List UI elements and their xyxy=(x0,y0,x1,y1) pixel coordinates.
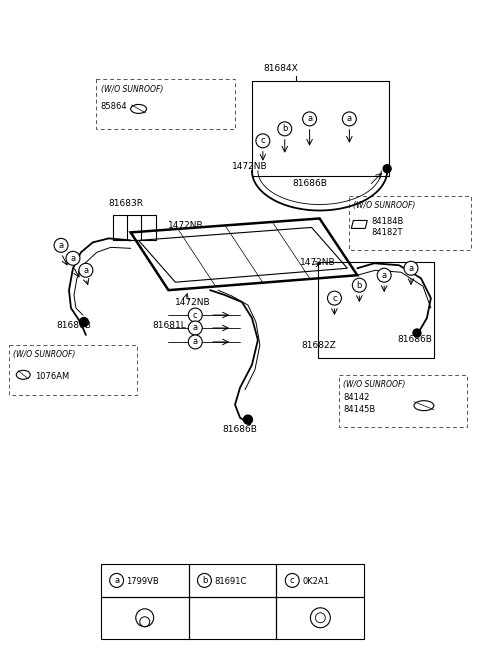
Circle shape xyxy=(188,308,202,322)
Text: 1799VB: 1799VB xyxy=(127,577,159,586)
Text: a: a xyxy=(59,241,64,250)
Bar xyxy=(339,375,467,426)
Text: 84142: 84142 xyxy=(343,393,370,402)
Text: 84182T: 84182T xyxy=(371,229,403,237)
Circle shape xyxy=(413,329,421,337)
Text: (W/O SUNROOF): (W/O SUNROOF) xyxy=(13,350,76,359)
Text: 85864: 85864 xyxy=(101,102,127,111)
Text: 1472NB: 1472NB xyxy=(175,298,211,307)
Text: (W/O SUNROOF): (W/O SUNROOF) xyxy=(343,380,406,389)
Text: b: b xyxy=(357,281,362,290)
Text: 81686B: 81686B xyxy=(56,321,91,330)
Text: 0K2A1: 0K2A1 xyxy=(302,577,329,586)
Text: 84145B: 84145B xyxy=(343,405,376,414)
Text: 81686B: 81686B xyxy=(397,335,432,344)
Bar xyxy=(96,79,235,129)
Text: b: b xyxy=(202,576,207,585)
Text: a: a xyxy=(114,576,119,585)
Text: a: a xyxy=(307,115,312,123)
Bar xyxy=(9,345,137,395)
Text: a: a xyxy=(192,324,198,333)
Circle shape xyxy=(377,269,391,282)
Text: (W/O SUNROOF): (W/O SUNROOF) xyxy=(353,200,416,210)
Text: 1472NB: 1472NB xyxy=(168,221,204,231)
Circle shape xyxy=(342,112,356,126)
Text: a: a xyxy=(192,337,198,346)
Text: a: a xyxy=(382,271,387,280)
Text: 81686B: 81686B xyxy=(293,179,327,187)
Bar xyxy=(101,564,364,639)
Circle shape xyxy=(197,574,211,588)
Circle shape xyxy=(66,252,80,265)
Circle shape xyxy=(79,263,93,277)
Text: 1472NB: 1472NB xyxy=(232,162,268,171)
Circle shape xyxy=(302,112,316,126)
Circle shape xyxy=(188,335,202,349)
Text: (W/O SUNROOF): (W/O SUNROOF) xyxy=(101,85,163,94)
Text: a: a xyxy=(71,253,75,263)
Circle shape xyxy=(278,122,292,136)
Circle shape xyxy=(352,278,366,292)
Text: 81684X: 81684X xyxy=(264,64,299,73)
Text: 1472NB: 1472NB xyxy=(300,258,335,267)
Circle shape xyxy=(79,318,88,326)
Circle shape xyxy=(327,291,341,305)
Text: a: a xyxy=(347,115,352,123)
Circle shape xyxy=(404,261,418,275)
Text: c: c xyxy=(290,576,295,585)
Circle shape xyxy=(54,238,68,252)
Circle shape xyxy=(285,574,299,588)
Text: c: c xyxy=(193,310,198,320)
Text: 1076AM: 1076AM xyxy=(35,372,70,381)
Text: 81682Z: 81682Z xyxy=(301,341,336,350)
Text: a: a xyxy=(408,264,414,272)
Text: 81683R: 81683R xyxy=(109,198,144,208)
Text: b: b xyxy=(282,124,288,134)
Text: c: c xyxy=(332,293,337,303)
Circle shape xyxy=(109,574,123,588)
Text: c: c xyxy=(261,136,265,145)
Circle shape xyxy=(188,321,202,335)
Text: 81681L: 81681L xyxy=(153,321,186,330)
Text: a: a xyxy=(84,266,88,274)
Text: 81691C: 81691C xyxy=(215,577,247,586)
Circle shape xyxy=(243,415,252,424)
Circle shape xyxy=(383,164,391,173)
Bar xyxy=(349,196,471,250)
Circle shape xyxy=(256,134,270,148)
Text: 84184B: 84184B xyxy=(371,217,404,227)
Text: 81686B: 81686B xyxy=(222,424,257,434)
